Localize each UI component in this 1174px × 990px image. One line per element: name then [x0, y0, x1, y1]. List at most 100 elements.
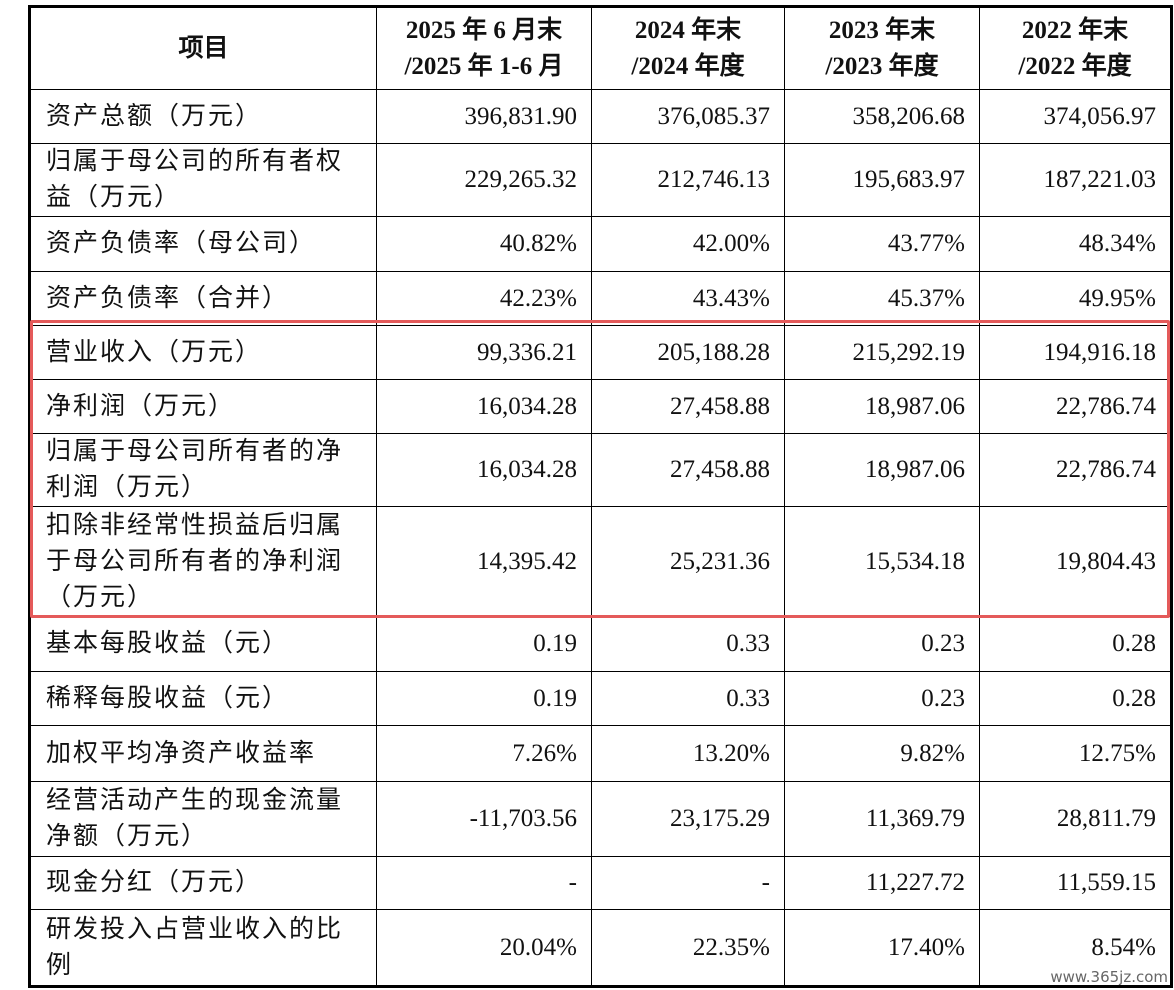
value-cell: 23,175.29 [591, 781, 785, 857]
table-row: 归属于母公司所有者的净 利润（万元） 16,034.28 27,458.88 18,98… [29, 433, 1172, 507]
value-cell: 374,056.97 [979, 89, 1172, 144]
header-cell: 项目 [29, 6, 377, 90]
table-row: 归属于母公司的所有者权 益（万元） 229,265.32 212,746.13 195,… [29, 143, 1172, 217]
value-cell: 20.04% [376, 909, 592, 987]
value-cell: 11,559.15 [979, 856, 1172, 910]
label-line: 加权平均净资产收益率 [46, 739, 317, 767]
header-line: 2025 年 6 月末 [405, 16, 563, 44]
value-cell: 0.33 [591, 671, 785, 726]
header-cell: 2024 年末/2024 年度 [591, 6, 785, 90]
value-cell: 43.77% [784, 216, 980, 272]
label-line: 现金分红（万元） [46, 869, 263, 896]
header-line: 项目 [178, 34, 229, 62]
table-row: 现金分红（万元） - -11,227.72 11,559.15 [29, 856, 1172, 910]
row-label: 归属于母公司所有者的净 利润（万元） [29, 433, 377, 507]
label-line: 经营活动产生的现金流量 [46, 787, 344, 814]
label-line: （万元） [46, 583, 155, 611]
value-cell: 215,292.19 [784, 325, 980, 380]
row-label: 资产总额（万元） [29, 89, 377, 144]
header-line: 2022 年末 [1021, 16, 1129, 44]
label-line: 归属于母公司的所有者权 [46, 148, 344, 175]
value-cell: 16,034.28 [376, 433, 592, 507]
header-line: 2024 年末 [634, 16, 742, 44]
label-line: 研发投入占营业收入的比 [46, 915, 344, 943]
value-cell: 27,458.88 [591, 379, 785, 434]
row-label: 营业收入（万元） [29, 325, 377, 380]
label-line: 净利润（万元） [46, 392, 236, 420]
header-cell: 2023 年末/2023 年度 [784, 6, 980, 90]
header-line: /2022 年度 [1018, 52, 1132, 80]
table-row: 基本每股收益（元） 0.19 0.33 0.23 0.28 [29, 616, 1172, 672]
label-line: 营业收入（万元） [46, 338, 263, 366]
table-row: 研发投入占营业收入的比例 20.04% 22.35% 17.40% 8.54% [29, 909, 1172, 987]
value-cell: 0.28 [979, 671, 1172, 726]
table-row: 资产负债率（合并） 42.23% 43.43% 45.37% 49.95% [29, 271, 1172, 326]
value-cell: 15,534.18 [784, 506, 980, 617]
label-line: 稀释每股收益（元） [46, 684, 290, 712]
value-cell: 396,831.90 [376, 89, 592, 144]
value-cell: 212,746.13 [591, 143, 785, 217]
label-line: 扣除非经常性损益后归属 [46, 511, 344, 539]
value-cell: 17.40% [784, 909, 980, 987]
value-cell: 229,265.32 [376, 143, 592, 217]
label-line: 利润（万元） [46, 474, 209, 501]
value-cell: 18,987.06 [784, 433, 980, 507]
value-cell: 9.82% [784, 725, 980, 782]
value-cell: 42.00% [591, 216, 785, 272]
row-label: 稀释每股收益（元） [29, 671, 377, 726]
value-cell: -11,703.56 [376, 781, 592, 857]
value-cell: 0.33 [591, 616, 785, 672]
value-cell: 0.19 [376, 671, 592, 726]
header-line: /2024 年度 [631, 52, 745, 80]
value-cell: 22,786.74 [979, 379, 1172, 434]
label-line: 资产负债率（母公司） [46, 230, 317, 257]
label-line: 例 [46, 951, 74, 979]
table-row: 资产负债率（母公司） 40.82% 42.00% 43.77% 48.34% [29, 216, 1172, 272]
value-cell: 49.95% [979, 271, 1172, 326]
value-cell: 48.34% [979, 216, 1172, 272]
row-label: 资产负债率（母公司） [29, 216, 377, 272]
table-row: 净利润（万元） 16,034.28 27,458.88 18,987.06 22,786… [29, 379, 1172, 434]
value-cell: 13.20% [591, 725, 785, 782]
label-line: 基本每股收益（元） [46, 630, 290, 657]
value-cell: 40.82% [376, 216, 592, 272]
value-cell: 19,804.43 [979, 506, 1172, 617]
value-cell: 205,188.28 [591, 325, 785, 380]
value-cell: 0.28 [979, 616, 1172, 672]
value-cell: 42.23% [376, 271, 592, 326]
label-line: 资产负债率（合并） [46, 284, 290, 312]
row-label: 归属于母公司的所有者权 益（万元） [29, 143, 377, 217]
value-cell: 22.35% [591, 909, 785, 987]
value-cell: 14,395.42 [376, 506, 592, 617]
header-line: 2023 年末 [828, 16, 936, 44]
label-line: 净额（万元） [46, 823, 209, 850]
value-cell: 28,811.79 [979, 781, 1172, 857]
label-line: 于母公司所有者的净利润 [46, 547, 344, 575]
value-cell: 194,916.18 [979, 325, 1172, 380]
value-cell: 358,206.68 [784, 89, 980, 144]
value-cell: 18,987.06 [784, 379, 980, 434]
header-cell: 2025 年 6 月末/2025 年 1-6 月 [376, 6, 592, 90]
watermark: www.365jz.com [1050, 968, 1168, 986]
table-row: 加权平均净资产收益率 7.26% 13.20% 9.82% 12.75% [29, 725, 1172, 782]
value-cell: 376,085.37 [591, 89, 785, 144]
header-row: 项目 2025 年 6 月末/2025 年 1-6 月 2024 年末/2024 年… [29, 6, 1172, 90]
label-line: 归属于母公司所有者的净 [46, 438, 344, 465]
header-line: /2025 年 1-6 月 [404, 52, 564, 80]
row-label: 净利润（万元） [29, 379, 377, 434]
row-label: 研发投入占营业收入的比例 [29, 909, 377, 987]
row-label: 基本每股收益（元） [29, 616, 377, 672]
value-cell: 43.43% [591, 271, 785, 326]
value-cell: 11,227.72 [784, 856, 980, 910]
row-label: 资产负债率（合并） [29, 271, 377, 326]
row-label: 加权平均净资产收益率 [29, 725, 377, 782]
row-label: 现金分红（万元） [29, 856, 377, 910]
value-cell: 22,786.74 [979, 433, 1172, 507]
value-cell: 0.19 [376, 616, 592, 672]
value-cell: 27,458.88 [591, 433, 785, 507]
label-line: 益（万元） [46, 184, 182, 211]
header-cell: 2022 年末/2022 年度 [979, 6, 1172, 90]
row-label: 经营活动产生的现金流量 净额（万元） [29, 781, 377, 857]
value-cell: 99,336.21 [376, 325, 592, 380]
value-cell: 25,231.36 [591, 506, 785, 617]
